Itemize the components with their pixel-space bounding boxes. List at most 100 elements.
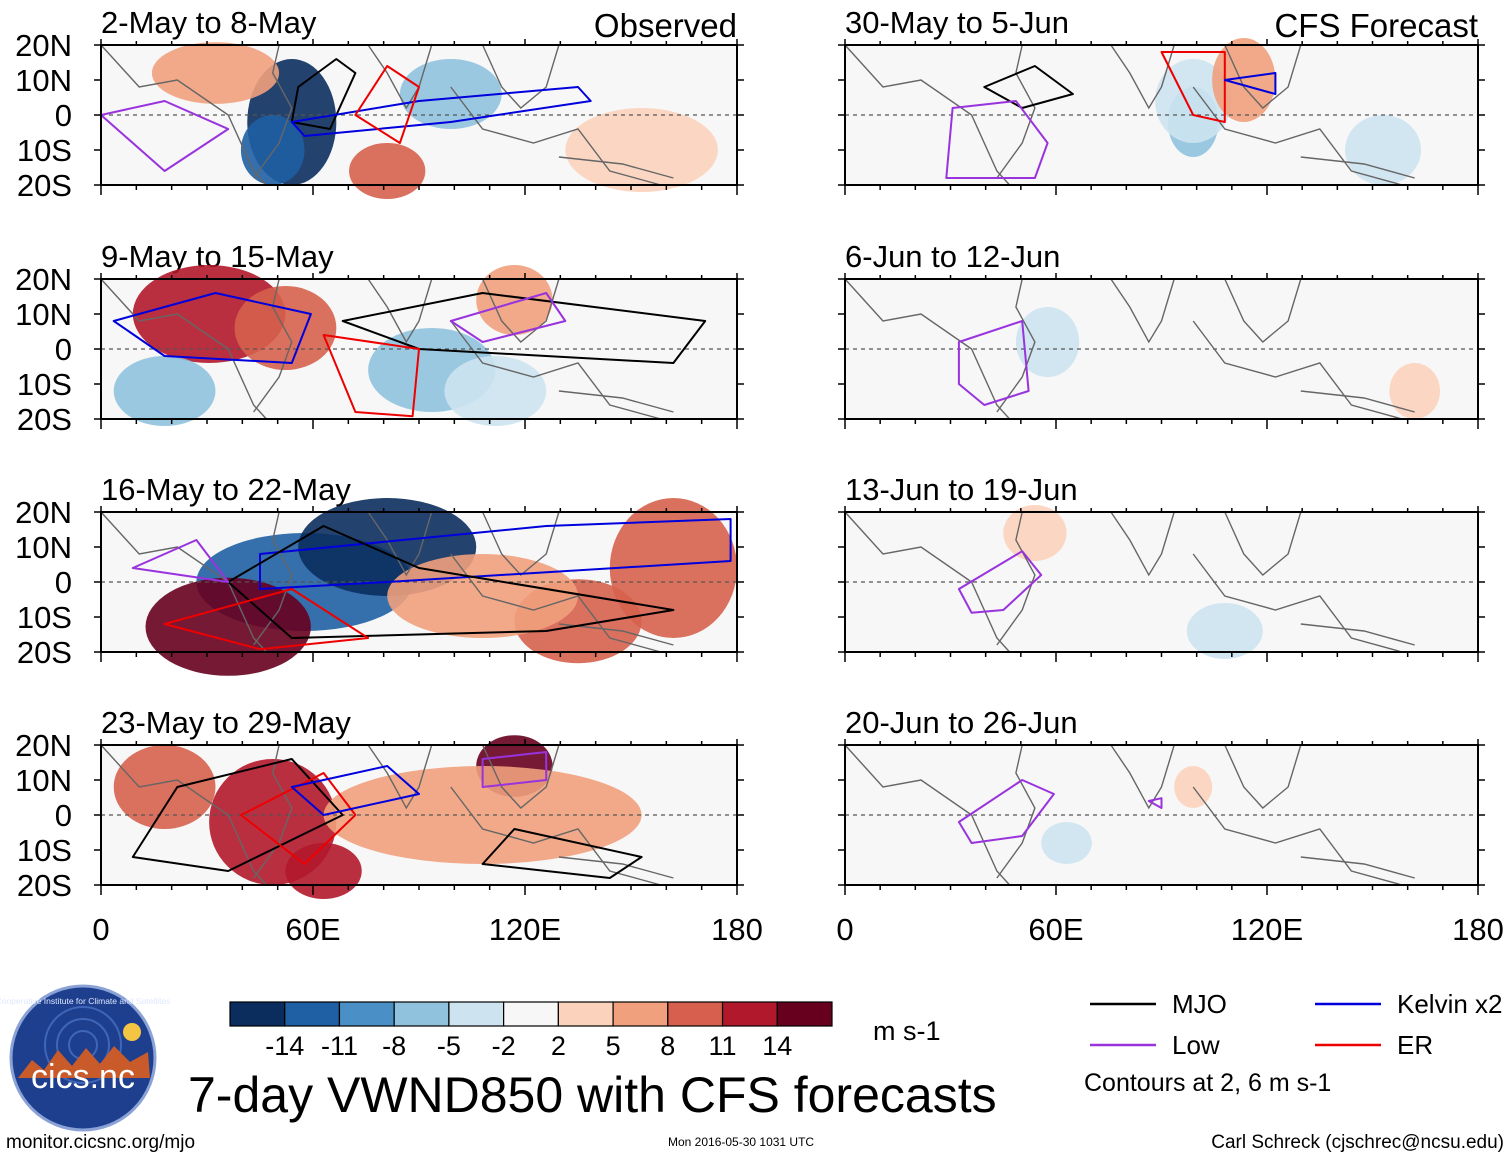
coastline [1224,278,1302,343]
anomaly-shading [565,108,718,192]
anomaly-shading [1186,603,1263,659]
panel-title: 23-May to 29-May [101,705,351,740]
map-panel: 20-Jun to 26-Jun [838,705,1485,895]
colorbar-swatch [229,1001,286,1027]
observed-label: Observed [594,7,737,44]
coastline [1300,156,1415,179]
coastline [100,278,267,420]
colorbar-swatch [557,1001,614,1027]
colorbar-label: 5 [606,1031,621,1061]
coastline [367,278,433,344]
lat-label: 10S [17,833,72,868]
contour-line [354,65,420,144]
lat-label: 20S [17,868,72,903]
lat-label: 0 [55,798,72,833]
longitude-labels: 0 60E 120E 180 0 60E 120E 180 [92,912,1503,947]
coastline [253,278,293,413]
lat-label: 20S [17,168,72,203]
contour-line [290,765,420,816]
contour-line [259,518,732,590]
lon-label: 60E [285,912,340,947]
lat-label: 20S [17,635,72,670]
panel-title: 20-Jun to 26-Jun [845,705,1078,740]
colorbar-swatch [503,1001,559,1027]
units-label: m s-1 [873,1016,941,1046]
coastline [367,44,433,110]
anomaly-shading [609,498,738,638]
coastline [100,511,267,653]
contour-line [131,539,230,583]
colorbar-label: -8 [382,1031,406,1061]
colorbar-swatch [612,1001,669,1027]
legend-label: Kelvin x2 [1397,989,1503,1019]
coastline [253,44,293,179]
anomaly-shading [240,115,305,185]
colorbar-label: 11 [709,1031,737,1061]
lat-label: 20N [15,28,72,63]
coastline [481,744,560,809]
coastline [1300,856,1415,879]
coastline [1192,786,1403,886]
contour-line [112,292,312,364]
contour-line [1147,797,1163,809]
anomaly-shading [1003,505,1067,561]
colorbar-label: 8 [660,1031,675,1061]
forecast-label: CFS Forecast [1274,7,1478,44]
coastline [1110,44,1175,110]
source-url[interactable]: monitor.cicsnc.org/mjo [6,1132,195,1153]
anomaly-shading [399,59,502,129]
anomaly-shading [1389,363,1441,419]
lon-label: 120E [1231,912,1303,947]
contour-line [100,100,230,172]
colorbar: -14 -11 -8 -5 -2 2 5 8 11 14 [229,1001,833,1061]
coastline [1300,390,1415,413]
lon-label: 180 [711,912,763,947]
map-panel: 6-Jun to 12-Jun [838,239,1485,429]
anomaly-shading [234,286,337,370]
anomaly-shading [1345,115,1422,185]
coastline [1300,623,1415,646]
lon-label: 180 [1452,912,1504,947]
colorbar-label: 14 [762,1031,792,1061]
lat-label: 10S [17,600,72,635]
lat-label: 0 [55,98,72,133]
panel-title: 13-Jun to 19-Jun [845,472,1078,507]
coastline [996,44,1036,179]
coastline [100,744,267,886]
anomaly-shading [1174,766,1213,808]
coastline [100,44,267,186]
legend-label: MJO [1172,989,1227,1019]
logo-text: cics.nc [31,1058,135,1096]
coastline [367,511,433,577]
anomaly-shading [113,745,216,829]
coastline [844,511,1011,653]
contour-line [957,320,1030,406]
coastline [1224,744,1302,809]
colorbar-swatch [721,1001,778,1027]
coastline [1192,553,1403,653]
contour-line [290,58,357,130]
coastline [558,156,674,179]
lat-label: 20N [15,262,72,297]
lat-label: 10N [15,297,72,332]
anomaly-shading [1212,38,1276,122]
colorbar-label: -2 [492,1031,516,1061]
contour-line [163,588,370,651]
anomaly-shading [1155,59,1232,143]
panel-title: 30-May to 5-Jun [845,5,1069,40]
anomaly-shading [476,265,553,335]
coastline [1192,320,1403,420]
colorbar-swatch [776,1001,833,1027]
coastline [844,744,1011,886]
lon-label: 120E [489,912,561,947]
contour-legend: MJO Kelvin x2 Low ER [1090,989,1503,1060]
contour-line [481,751,548,788]
colorbar-swatch [667,1001,724,1027]
colorbar-label: -5 [437,1031,461,1061]
